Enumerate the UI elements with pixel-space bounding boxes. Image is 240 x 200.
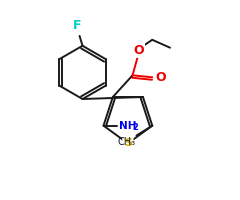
Text: 2: 2 bbox=[132, 123, 138, 132]
Text: O: O bbox=[133, 44, 144, 57]
Text: S: S bbox=[124, 138, 132, 148]
Text: O: O bbox=[155, 71, 166, 84]
Text: CH₃: CH₃ bbox=[117, 137, 136, 147]
Text: F: F bbox=[73, 19, 82, 32]
Text: NH: NH bbox=[119, 121, 137, 131]
